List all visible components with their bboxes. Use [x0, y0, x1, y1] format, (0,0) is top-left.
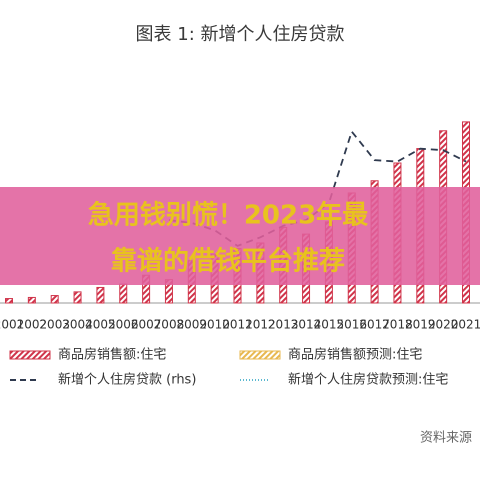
- banner-text: 靠谱的借钱平台推荐: [111, 246, 345, 277]
- x-tick-label: 2005: [85, 318, 116, 332]
- x-tick-label: 2008: [154, 318, 185, 332]
- banner: [0, 187, 480, 285]
- x-tick-label: 2006: [108, 318, 139, 332]
- x-tick-label: 2010: [199, 318, 230, 332]
- x-tick-label: 2012: [245, 318, 276, 332]
- legend-swatch: [9, 350, 51, 360]
- source: 资料来源: [420, 431, 472, 446]
- x-tick-label: 2003: [39, 318, 70, 332]
- legend-label: 商品房销售额预测:住宅: [288, 347, 422, 363]
- bar: [73, 291, 82, 304]
- bar: [119, 283, 128, 304]
- bar: [96, 286, 105, 304]
- x-tick-label: 2004: [62, 318, 93, 332]
- bar: [50, 295, 59, 304]
- bar: [5, 298, 13, 304]
- x-tick-label: 2020: [428, 318, 459, 332]
- legend-label: 商品房销售额:住宅: [58, 347, 166, 363]
- x-tick-label: 2011: [222, 318, 253, 332]
- x-tick-label: 2014: [291, 318, 322, 332]
- chart-title: 图表 1: 新增个人住房贷款: [136, 24, 345, 45]
- legend-swatch: [239, 350, 281, 360]
- x-tick-label: 2009: [177, 318, 208, 332]
- x-tick-label: 2015: [314, 318, 345, 332]
- legend-label: 新增个人住房贷款 (rhs): [58, 372, 196, 388]
- x-tick-label: 2018: [382, 318, 413, 332]
- x-tick-label: 2016: [336, 318, 367, 332]
- x-tick-label: 2002: [17, 318, 48, 332]
- x-tick-label: 2017: [359, 318, 390, 332]
- x-tick-label: 2021: [451, 318, 480, 332]
- x-tick-label: 2007: [131, 318, 162, 332]
- banner-text: 急用钱别慌！2023年最: [88, 200, 369, 231]
- bar: [27, 296, 36, 304]
- x-tick-label: 2013: [268, 318, 299, 332]
- x-tick-label: 2001: [0, 318, 24, 332]
- x-tick-label: 2019: [405, 318, 436, 332]
- legend-label: 新增个人住房贷款预测:住宅: [288, 372, 448, 388]
